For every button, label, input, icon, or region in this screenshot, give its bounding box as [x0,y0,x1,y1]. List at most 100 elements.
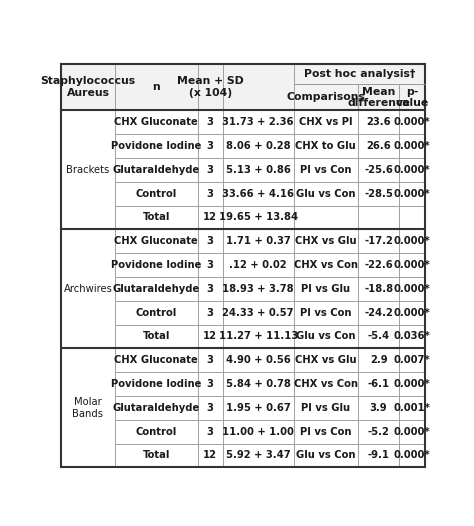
Text: 5.13 + 0.86: 5.13 + 0.86 [226,165,291,175]
Text: -28.5: -28.5 [364,189,393,199]
Bar [358,253,399,277]
Text: -22.6: -22.6 [364,260,393,270]
Text: 5.84 + 0.78: 5.84 + 0.78 [226,379,291,389]
Text: Povidone Iodine: Povidone Iodine [111,260,201,270]
Text: -9.1: -9.1 [367,450,390,460]
Text: -6.1: -6.1 [367,379,390,389]
Bar [294,396,358,420]
Text: Glu vs Con: Glu vs Con [296,189,356,199]
Bar [115,277,198,301]
Bar [198,301,223,325]
Text: Glu vs Con: Glu vs Con [296,331,356,341]
Text: 8.06 + 0.28: 8.06 + 0.28 [226,141,291,151]
Bar [115,396,198,420]
Bar [294,229,358,253]
Text: .12 + 0.02: .12 + 0.02 [229,260,287,270]
Text: 11.00 + 1.00: 11.00 + 1.00 [222,427,294,437]
Text: 3: 3 [207,260,214,270]
Bar [399,301,425,325]
Bar [115,372,198,396]
Bar [358,372,399,396]
Bar [223,64,294,110]
Bar [294,253,358,277]
Bar [358,158,399,181]
Bar [115,325,198,348]
Bar [358,420,399,443]
Text: CHX Gluconate: CHX Gluconate [115,236,198,246]
Bar [198,348,223,372]
Text: 0.036*: 0.036* [393,331,430,341]
Text: Mean
difference: Mean difference [347,87,410,108]
Text: 1.71 + 0.37: 1.71 + 0.37 [226,236,291,246]
Bar [294,277,358,301]
Text: PI vs Con: PI vs Con [300,308,352,318]
Bar [294,84,358,110]
Bar [294,325,358,348]
Bar [399,325,425,348]
Bar [399,396,425,420]
Bar [115,64,198,110]
Bar [294,420,358,443]
Bar [399,84,425,110]
Bar [294,181,358,206]
Bar [294,134,358,158]
Bar [223,301,294,325]
Text: 3: 3 [207,189,214,199]
Bar [399,206,425,229]
Text: 26.6: 26.6 [366,141,391,151]
Bar [198,206,223,229]
Text: 3: 3 [207,403,214,413]
Bar [223,372,294,396]
Text: PI vs Glu: PI vs Glu [301,284,350,294]
Bar [294,301,358,325]
Text: 12: 12 [203,331,217,341]
Text: 0.000*: 0.000* [394,260,430,270]
Bar [198,277,223,301]
Bar [198,134,223,158]
Text: -5.4: -5.4 [367,331,390,341]
Text: 0.000*: 0.000* [394,379,430,389]
Text: 12: 12 [203,213,217,222]
Text: 24.33 + 0.57: 24.33 + 0.57 [222,308,294,318]
Text: -17.2: -17.2 [364,236,393,246]
Bar [198,325,223,348]
Bar [198,181,223,206]
Text: Glutaraldehyde: Glutaraldehyde [113,284,200,294]
Text: Brackets: Brackets [66,165,109,175]
Bar [223,229,294,253]
Bar [223,181,294,206]
Text: Total: Total [143,213,170,222]
Bar [358,301,399,325]
Bar [399,372,425,396]
Bar [223,325,294,348]
Bar [358,325,399,348]
Bar [399,110,425,134]
Text: 1.95 + 0.67: 1.95 + 0.67 [226,403,291,413]
Text: 0.000*: 0.000* [394,189,430,199]
Text: Post hoc analysis†: Post hoc analysis† [304,69,415,79]
Bar [115,301,198,325]
Text: 3: 3 [207,355,214,365]
Text: Staphylococcus
Aureus: Staphylococcus Aureus [40,76,136,98]
Bar [61,229,115,348]
Text: 0.000*: 0.000* [394,117,430,127]
Bar [223,158,294,181]
Text: 5.92 + 3.47: 5.92 + 3.47 [226,450,291,460]
Bar [399,158,425,181]
Text: 11.27 + 11.13: 11.27 + 11.13 [219,331,298,341]
Bar [358,348,399,372]
Bar [358,229,399,253]
Bar [115,206,198,229]
Bar [358,84,399,110]
Text: PI vs Con: PI vs Con [300,165,352,175]
Text: Control: Control [136,189,177,199]
Text: 3: 3 [207,236,214,246]
Text: CHX vs Glu: CHX vs Glu [295,236,356,246]
Bar [223,134,294,158]
Text: -24.2: -24.2 [364,308,393,318]
Bar [399,420,425,443]
Bar [358,443,399,467]
Text: CHX Gluconate: CHX Gluconate [115,355,198,365]
Text: PI vs Con: PI vs Con [300,427,352,437]
Text: Control: Control [136,308,177,318]
